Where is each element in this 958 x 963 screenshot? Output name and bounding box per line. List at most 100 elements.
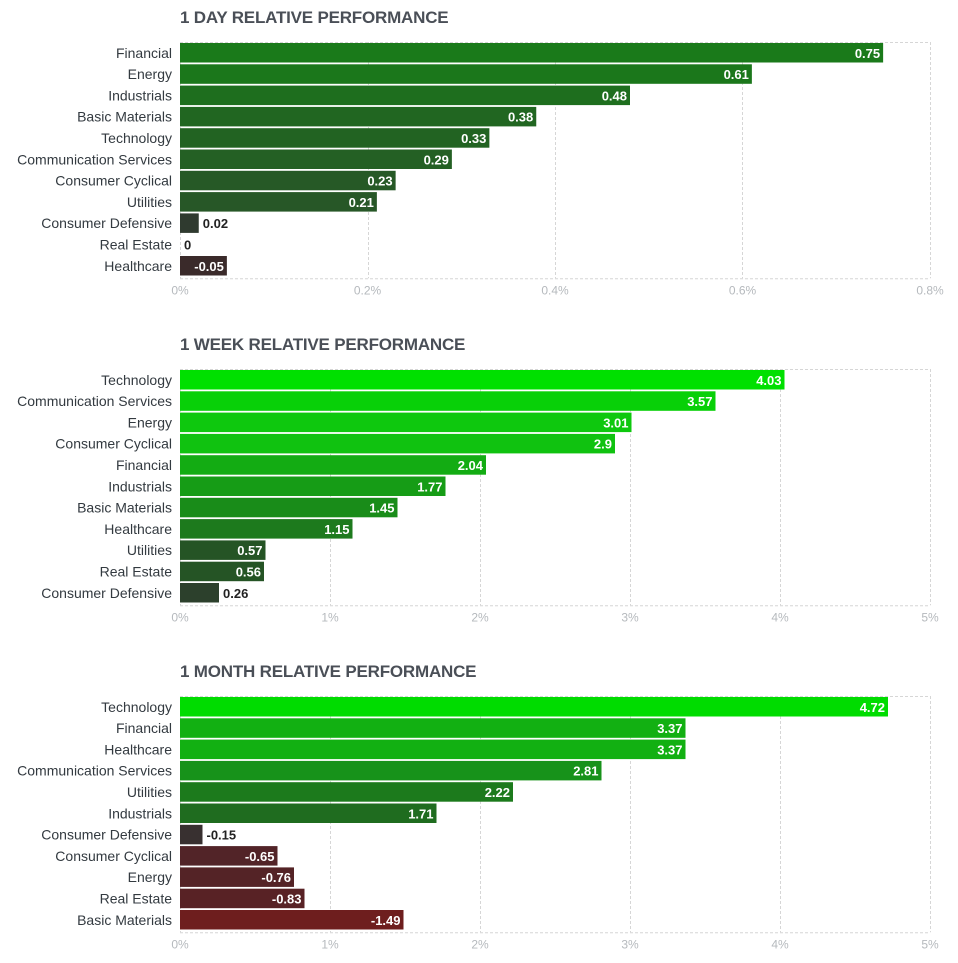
bar-energy bbox=[180, 867, 294, 887]
value-label-technology: 4.03 bbox=[756, 373, 781, 388]
bar-real-estate bbox=[180, 888, 305, 909]
value-label-real-estate: 0 bbox=[184, 237, 191, 252]
category-label-utilities: Utilities bbox=[127, 784, 172, 800]
bar-healthcare bbox=[180, 519, 353, 539]
value-label-financial: 2.04 bbox=[458, 458, 484, 473]
bar-communication-services bbox=[180, 391, 716, 411]
bar-technology bbox=[180, 128, 490, 148]
x-tick-label: 5% bbox=[921, 937, 939, 951]
week-performance-chart: 0% 1% 2% 3% 4% 5% Technology 4.03 Communication … bbox=[17, 369, 939, 624]
value-label-energy: 0.61 bbox=[724, 67, 749, 82]
bar-communication-services bbox=[180, 760, 602, 781]
bar-utilities bbox=[180, 782, 513, 802]
value-label-industrials: 1.71 bbox=[408, 806, 433, 821]
category-label-industrials: Industrials bbox=[108, 87, 172, 103]
x-tick-label: 0.6% bbox=[729, 283, 757, 297]
category-label-communication-services: Communication Services bbox=[17, 763, 172, 779]
category-label-technology: Technology bbox=[101, 699, 172, 715]
value-label-consumer-cyclical: -0.65 bbox=[245, 849, 275, 864]
bar-basic-materials bbox=[180, 106, 537, 127]
day-performance-chart: 0% 0.2% 0.4% 0.6% 0.8% Financial 0.75 Energy 0.6… bbox=[17, 42, 944, 297]
value-label-technology: 0.33 bbox=[461, 131, 486, 146]
week-performance-panel: 1 WEEK RELATIVE PERFORMANCE 0% 1% 2% 3% 4% 5%… bbox=[0, 327, 958, 637]
category-label-energy: Energy bbox=[128, 414, 172, 430]
category-label-basic-materials: Basic Materials bbox=[77, 500, 172, 516]
x-tick-label: 0.4% bbox=[541, 283, 569, 297]
value-label-consumer-defensive: 0.26 bbox=[223, 586, 248, 601]
bar-utilities bbox=[180, 192, 377, 212]
category-label-utilities: Utilities bbox=[127, 542, 172, 558]
x-tick-label: 3% bbox=[621, 937, 639, 951]
value-label-healthcare: -0.05 bbox=[194, 259, 224, 274]
value-label-communication-services: 3.57 bbox=[687, 394, 712, 409]
value-label-financial: 0.75 bbox=[855, 46, 880, 61]
category-label-healthcare: Healthcare bbox=[104, 258, 172, 274]
category-label-industrials: Industrials bbox=[108, 478, 172, 494]
value-label-communication-services: 0.29 bbox=[424, 152, 449, 167]
value-label-consumer-cyclical: 2.9 bbox=[594, 437, 612, 452]
category-label-consumer-cyclical: Consumer Cyclical bbox=[55, 848, 172, 864]
category-label-healthcare: Healthcare bbox=[104, 521, 172, 537]
bar-consumer-defensive bbox=[180, 824, 203, 845]
value-label-healthcare: 3.37 bbox=[657, 742, 682, 757]
category-label-basic-materials: Basic Materials bbox=[77, 912, 172, 928]
category-label-technology: Technology bbox=[101, 372, 172, 388]
bar-technology bbox=[180, 697, 888, 717]
bar-healthcare bbox=[180, 739, 686, 760]
value-label-energy: 3.01 bbox=[603, 415, 628, 430]
value-label-industrials: 0.48 bbox=[602, 88, 627, 103]
x-tick-label: 5% bbox=[921, 610, 939, 624]
category-label-financial: Financial bbox=[116, 457, 172, 473]
x-tick-label: 2% bbox=[471, 937, 489, 951]
x-tick-label: 0.2% bbox=[354, 283, 382, 297]
bar-consumer-cyclical bbox=[180, 846, 278, 866]
category-label-industrials: Industrials bbox=[108, 805, 172, 821]
bar-communication-services bbox=[180, 149, 452, 169]
category-label-real-estate: Real Estate bbox=[100, 890, 173, 906]
category-label-consumer-defensive: Consumer Defensive bbox=[41, 215, 172, 231]
category-label-basic-materials: Basic Materials bbox=[77, 109, 172, 125]
category-label-energy: Energy bbox=[128, 66, 172, 82]
value-label-consumer-cyclical: 0.23 bbox=[367, 174, 392, 189]
x-tick-label: 4% bbox=[771, 937, 789, 951]
bar-financial bbox=[180, 43, 884, 63]
category-label-consumer-defensive: Consumer Defensive bbox=[41, 827, 172, 843]
bar-basic-materials bbox=[180, 497, 398, 518]
x-tick-label: 0.8% bbox=[916, 283, 944, 297]
bar-real-estate bbox=[180, 561, 264, 582]
category-label-consumer-cyclical: Consumer Cyclical bbox=[55, 436, 172, 452]
x-tick-label: 0% bbox=[171, 937, 189, 951]
category-label-communication-services: Communication Services bbox=[17, 393, 172, 409]
value-label-communication-services: 2.81 bbox=[573, 764, 598, 779]
bar-consumer-cyclical bbox=[180, 433, 615, 454]
value-label-healthcare: 1.15 bbox=[324, 522, 349, 537]
bar-energy bbox=[180, 64, 752, 84]
bar-consumer-defensive bbox=[180, 213, 199, 233]
bar-energy bbox=[180, 412, 632, 433]
week-performance-title: 1 WEEK RELATIVE PERFORMANCE bbox=[180, 335, 466, 354]
bar-technology bbox=[180, 370, 785, 390]
bar-basic-materials bbox=[180, 910, 404, 930]
value-label-consumer-defensive: -0.15 bbox=[207, 828, 237, 843]
bar-consumer-defensive bbox=[180, 583, 219, 603]
value-label-utilities: 0.21 bbox=[349, 195, 374, 210]
x-tick-label: 0% bbox=[171, 610, 189, 624]
x-tick-label: 4% bbox=[771, 610, 789, 624]
value-label-utilities: 0.57 bbox=[237, 543, 262, 558]
category-label-financial: Financial bbox=[116, 45, 172, 61]
value-label-consumer-defensive: 0.02 bbox=[203, 216, 228, 231]
bar-financial bbox=[180, 718, 686, 738]
bar-industrials bbox=[180, 803, 437, 823]
value-label-financial: 3.37 bbox=[657, 721, 682, 736]
category-label-technology: Technology bbox=[101, 130, 172, 146]
day-performance-panel: 1 DAY RELATIVE PERFORMANCE 0% 0.2% 0.4% 0.6… bbox=[0, 0, 958, 310]
month-performance-panel: 1 MONTH RELATIVE PERFORMANCE 0% 1% 2% 3% 4% 5… bbox=[0, 654, 958, 963]
month-performance-title: 1 MONTH RELATIVE PERFORMANCE bbox=[180, 662, 477, 681]
value-label-energy: -0.76 bbox=[261, 870, 291, 885]
x-tick-label: 3% bbox=[621, 610, 639, 624]
value-label-industrials: 1.77 bbox=[417, 479, 442, 494]
category-label-communication-services: Communication Services bbox=[17, 151, 172, 167]
value-label-basic-materials: 0.38 bbox=[508, 110, 533, 125]
value-label-real-estate: 0.56 bbox=[236, 564, 261, 579]
value-label-utilities: 2.22 bbox=[485, 785, 510, 800]
